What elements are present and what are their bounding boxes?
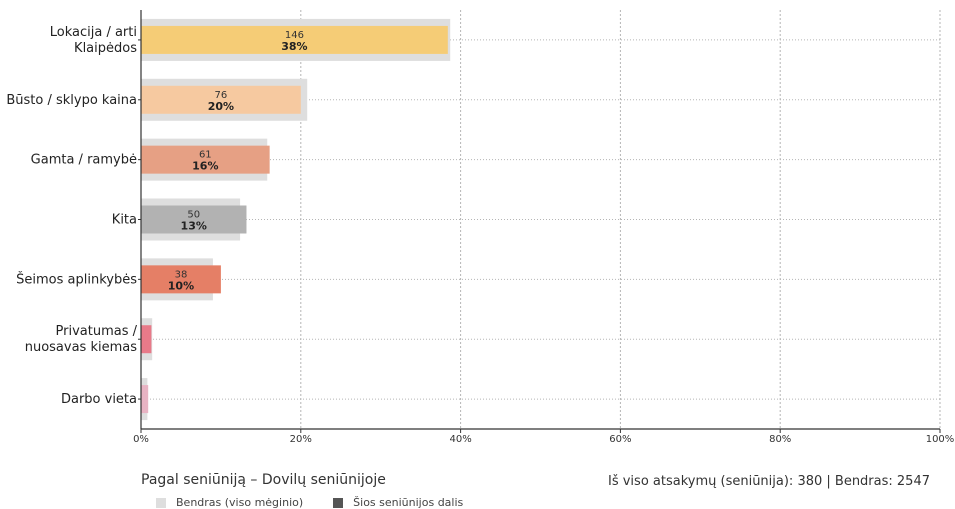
x-tick-label: 0% xyxy=(133,434,149,445)
section-bar xyxy=(141,145,270,174)
grid-lines xyxy=(141,10,941,429)
category-label: Būsto / sklypo kaina xyxy=(6,93,137,108)
response-totals: Iš viso atsakymų (seniūnija): 380 | Bend… xyxy=(608,474,930,489)
chart-title: Pagal seniūniją – Dovilų seniūnijoje xyxy=(141,472,386,488)
legend-swatch-section xyxy=(333,497,344,508)
category-label: nuosavas kiemas xyxy=(25,340,138,355)
x-tick-label: 60% xyxy=(609,434,631,445)
category-label: Privatumas / xyxy=(56,324,138,339)
x-tick-label: 80% xyxy=(769,434,791,445)
count-label: 38 xyxy=(175,269,188,280)
section-bar xyxy=(141,385,149,414)
legend-label-section: Šios seniūnijos dalis xyxy=(353,496,464,509)
legend-swatch-baseline xyxy=(156,497,166,508)
category-label: Kita xyxy=(112,213,137,228)
percent-label: 38% xyxy=(281,40,307,53)
x-tick-label: 40% xyxy=(449,434,471,445)
category-label: Darbo vieta xyxy=(61,392,137,407)
x-tick-label: 20% xyxy=(290,434,312,445)
category-label: Gamta / ramybė xyxy=(31,153,137,168)
count-label: 76 xyxy=(215,90,228,101)
category-label: Klaipėdos xyxy=(74,41,137,56)
section-bar xyxy=(141,85,301,114)
percent-label: 10% xyxy=(168,279,194,292)
count-label: 61 xyxy=(199,150,212,161)
section-bar xyxy=(141,205,247,234)
percent-label: 13% xyxy=(181,220,207,233)
count-label: 50 xyxy=(187,210,200,221)
section-bar xyxy=(141,265,221,294)
legend-item-section: Šios seniūnijos dalis xyxy=(333,496,463,509)
x-tick-labels: 0% 20% 40% 60% 80% 100% xyxy=(133,39,955,445)
percent-label: 16% xyxy=(192,160,218,173)
section-bars xyxy=(141,25,448,414)
percent-label: 20% xyxy=(208,100,234,113)
section-bar xyxy=(141,25,448,54)
x-tick-label: 100% xyxy=(926,434,955,445)
legend: Bendras (viso mėginio) Šios seniūnijos d… xyxy=(156,496,463,509)
count-label: 146 xyxy=(285,30,304,41)
legend-item-baseline: Bendras (viso mėginio) xyxy=(156,496,303,509)
category-label: Lokacija / arti xyxy=(50,25,137,40)
section-bar xyxy=(141,325,152,354)
legend-label-baseline: Bendras (viso mėginio) xyxy=(176,496,304,509)
category-label: Šeimos aplinkybės xyxy=(16,271,137,287)
